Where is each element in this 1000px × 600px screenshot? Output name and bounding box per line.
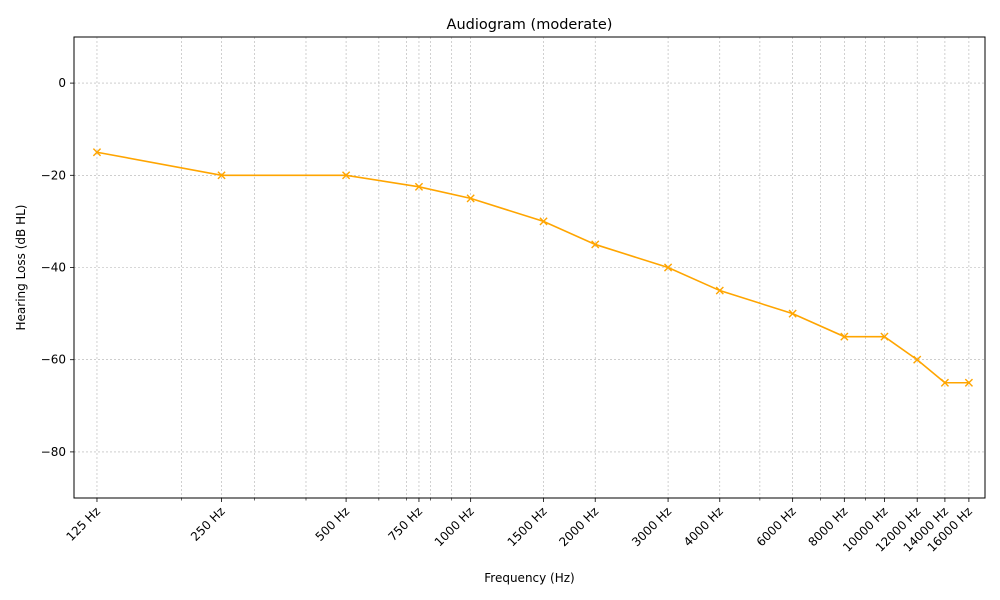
y-axis-label: Hearing Loss (dB HL)	[14, 205, 28, 331]
grid-layer	[74, 37, 985, 498]
chart-title: Audiogram (moderate)	[447, 17, 613, 33]
data-point	[940, 378, 949, 387]
data-point	[964, 378, 973, 387]
data-point	[715, 286, 724, 295]
data-point	[880, 332, 889, 341]
y-tick-label: −80	[41, 445, 66, 459]
data-point	[414, 182, 424, 191]
data-point	[92, 148, 102, 157]
data-point	[840, 332, 849, 341]
y-tick-label: 0	[58, 76, 66, 90]
data-point	[341, 171, 351, 180]
data-point	[663, 263, 673, 272]
series-layer	[92, 148, 973, 387]
x-axis-label: Frequency (Hz)	[484, 571, 575, 585]
y-tick-label: −40	[41, 261, 66, 275]
data-point	[913, 355, 922, 364]
data-point	[788, 309, 797, 318]
data-point	[591, 240, 600, 249]
data-point	[217, 171, 226, 180]
y-tick-label: −20	[41, 168, 66, 182]
y-tick-label: −60	[41, 353, 66, 367]
data-point	[466, 194, 475, 203]
data-point	[539, 217, 548, 226]
